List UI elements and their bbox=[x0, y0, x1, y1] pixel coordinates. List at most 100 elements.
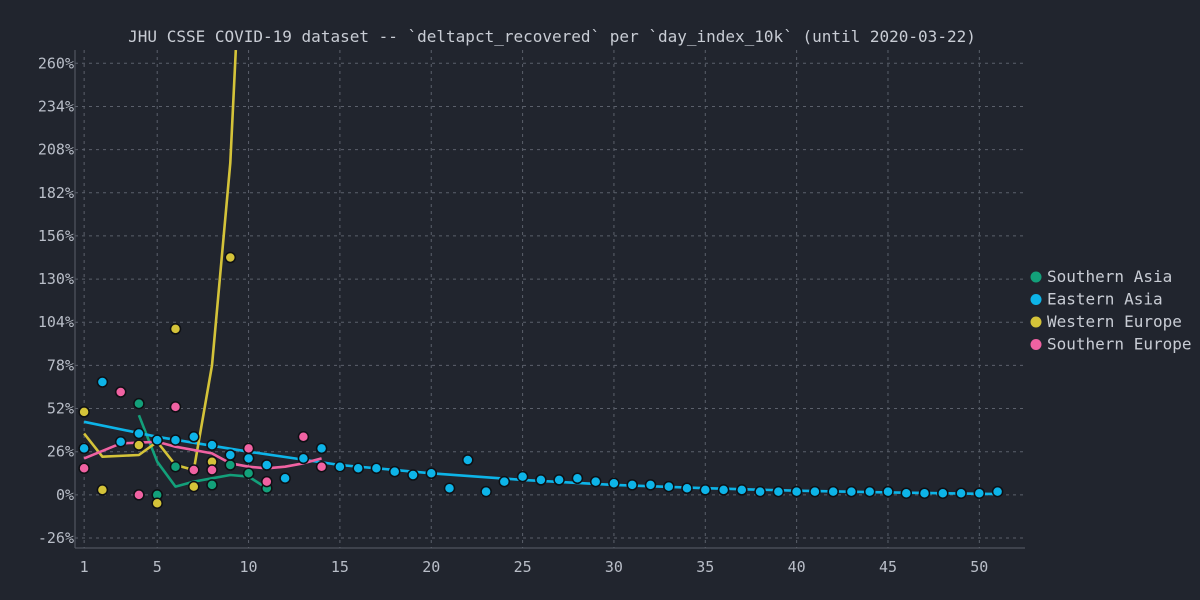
x-tick-label: 5 bbox=[153, 558, 162, 576]
y-tick-label: 182% bbox=[38, 184, 74, 202]
data-point bbox=[955, 487, 967, 499]
legend-label: Southern Europe bbox=[1047, 335, 1192, 354]
data-point bbox=[169, 323, 182, 335]
points-group bbox=[78, 376, 1004, 499]
data-point bbox=[279, 472, 291, 485]
data-point bbox=[388, 465, 401, 478]
legend: Southern Asia Eastern Asia Western Europe S… bbox=[1030, 267, 1192, 354]
data-point bbox=[133, 489, 145, 501]
points-group bbox=[78, 251, 237, 509]
data-point bbox=[188, 480, 200, 493]
data-point bbox=[352, 462, 364, 475]
legend-marker bbox=[1030, 339, 1042, 350]
data-point bbox=[845, 485, 858, 498]
data-point bbox=[736, 484, 748, 496]
x-tick-label: 15 bbox=[331, 558, 349, 576]
data-point bbox=[553, 474, 565, 486]
data-point bbox=[516, 470, 529, 483]
trend-line bbox=[83, 50, 238, 472]
data-point bbox=[498, 475, 511, 488]
data-point bbox=[224, 449, 237, 461]
data-point bbox=[206, 479, 218, 491]
data-point bbox=[863, 485, 876, 498]
data-point bbox=[261, 459, 273, 471]
data-point bbox=[827, 485, 839, 498]
data-point bbox=[96, 484, 109, 496]
data-point bbox=[681, 482, 693, 494]
y-tick-label: 130% bbox=[38, 270, 74, 288]
data-point bbox=[224, 459, 237, 471]
legend-label: Western Europe bbox=[1047, 312, 1182, 331]
data-point bbox=[462, 454, 474, 466]
data-point bbox=[315, 460, 328, 473]
data-point bbox=[334, 460, 346, 473]
data-point bbox=[644, 479, 657, 491]
plot-layer bbox=[78, 50, 1004, 509]
data-point bbox=[297, 431, 310, 443]
data-point bbox=[882, 485, 894, 498]
data-point bbox=[315, 442, 328, 455]
data-point bbox=[242, 467, 255, 480]
points-group bbox=[133, 397, 273, 501]
x-tick-label: 35 bbox=[696, 558, 714, 576]
y-tick-label: 26% bbox=[47, 443, 74, 461]
data-point bbox=[242, 452, 255, 465]
data-point bbox=[425, 467, 438, 480]
legend-marker bbox=[1030, 294, 1042, 305]
data-point bbox=[188, 431, 200, 443]
data-point bbox=[242, 442, 255, 455]
series-group bbox=[83, 50, 238, 472]
y-tick-label: 104% bbox=[38, 313, 74, 331]
data-point bbox=[991, 485, 1004, 498]
data-point bbox=[663, 480, 675, 493]
y-tick-label: 52% bbox=[47, 400, 74, 418]
data-point bbox=[900, 487, 913, 499]
data-point bbox=[133, 397, 145, 410]
data-point bbox=[169, 460, 182, 473]
chart-title: JHU CSSE COVID-19 dataset -- `deltapct_r… bbox=[128, 27, 976, 46]
x-tick-label: 30 bbox=[605, 558, 623, 576]
data-point bbox=[937, 487, 949, 499]
y-tick-label: 156% bbox=[38, 227, 74, 245]
points-group bbox=[78, 386, 328, 501]
x-tick-label: 40 bbox=[788, 558, 806, 576]
data-point bbox=[480, 485, 492, 498]
data-point bbox=[571, 472, 584, 485]
data-point bbox=[535, 474, 547, 486]
data-point bbox=[918, 487, 931, 499]
x-tick-label: 20 bbox=[422, 558, 440, 576]
data-point bbox=[114, 436, 127, 448]
data-point bbox=[224, 251, 237, 264]
x-tick-label: 45 bbox=[879, 558, 897, 576]
data-point bbox=[133, 427, 145, 440]
data-point bbox=[261, 475, 273, 488]
data-point bbox=[790, 485, 803, 498]
data-point bbox=[169, 401, 182, 413]
data-point bbox=[78, 442, 90, 455]
data-point bbox=[206, 439, 218, 451]
data-point bbox=[151, 497, 163, 509]
x-tick-label: 25 bbox=[514, 558, 532, 576]
legend-label: Southern Asia bbox=[1047, 267, 1172, 286]
data-point bbox=[114, 386, 127, 398]
data-point bbox=[151, 434, 163, 446]
data-point bbox=[754, 485, 766, 498]
data-point bbox=[589, 475, 602, 488]
y-tick-label: 234% bbox=[38, 97, 74, 115]
data-point bbox=[717, 484, 730, 496]
data-point bbox=[96, 376, 109, 388]
x-tick-label: 10 bbox=[240, 558, 258, 576]
data-point bbox=[188, 464, 200, 476]
y-tick-label: 0% bbox=[56, 486, 74, 504]
y-tick-label: 78% bbox=[47, 356, 74, 374]
x-tick-label: 1 bbox=[80, 558, 89, 576]
legend-marker bbox=[1030, 271, 1042, 283]
data-point bbox=[699, 484, 712, 496]
data-point bbox=[809, 485, 821, 498]
y-tick-label: -26% bbox=[38, 529, 74, 547]
data-point bbox=[772, 485, 785, 498]
legend-label: Eastern Asia bbox=[1047, 290, 1163, 309]
axis-layer: 1 5 10 15 20 25 30 35 40 45 50-26%0%26%52%78%104%1… bbox=[38, 50, 1025, 576]
